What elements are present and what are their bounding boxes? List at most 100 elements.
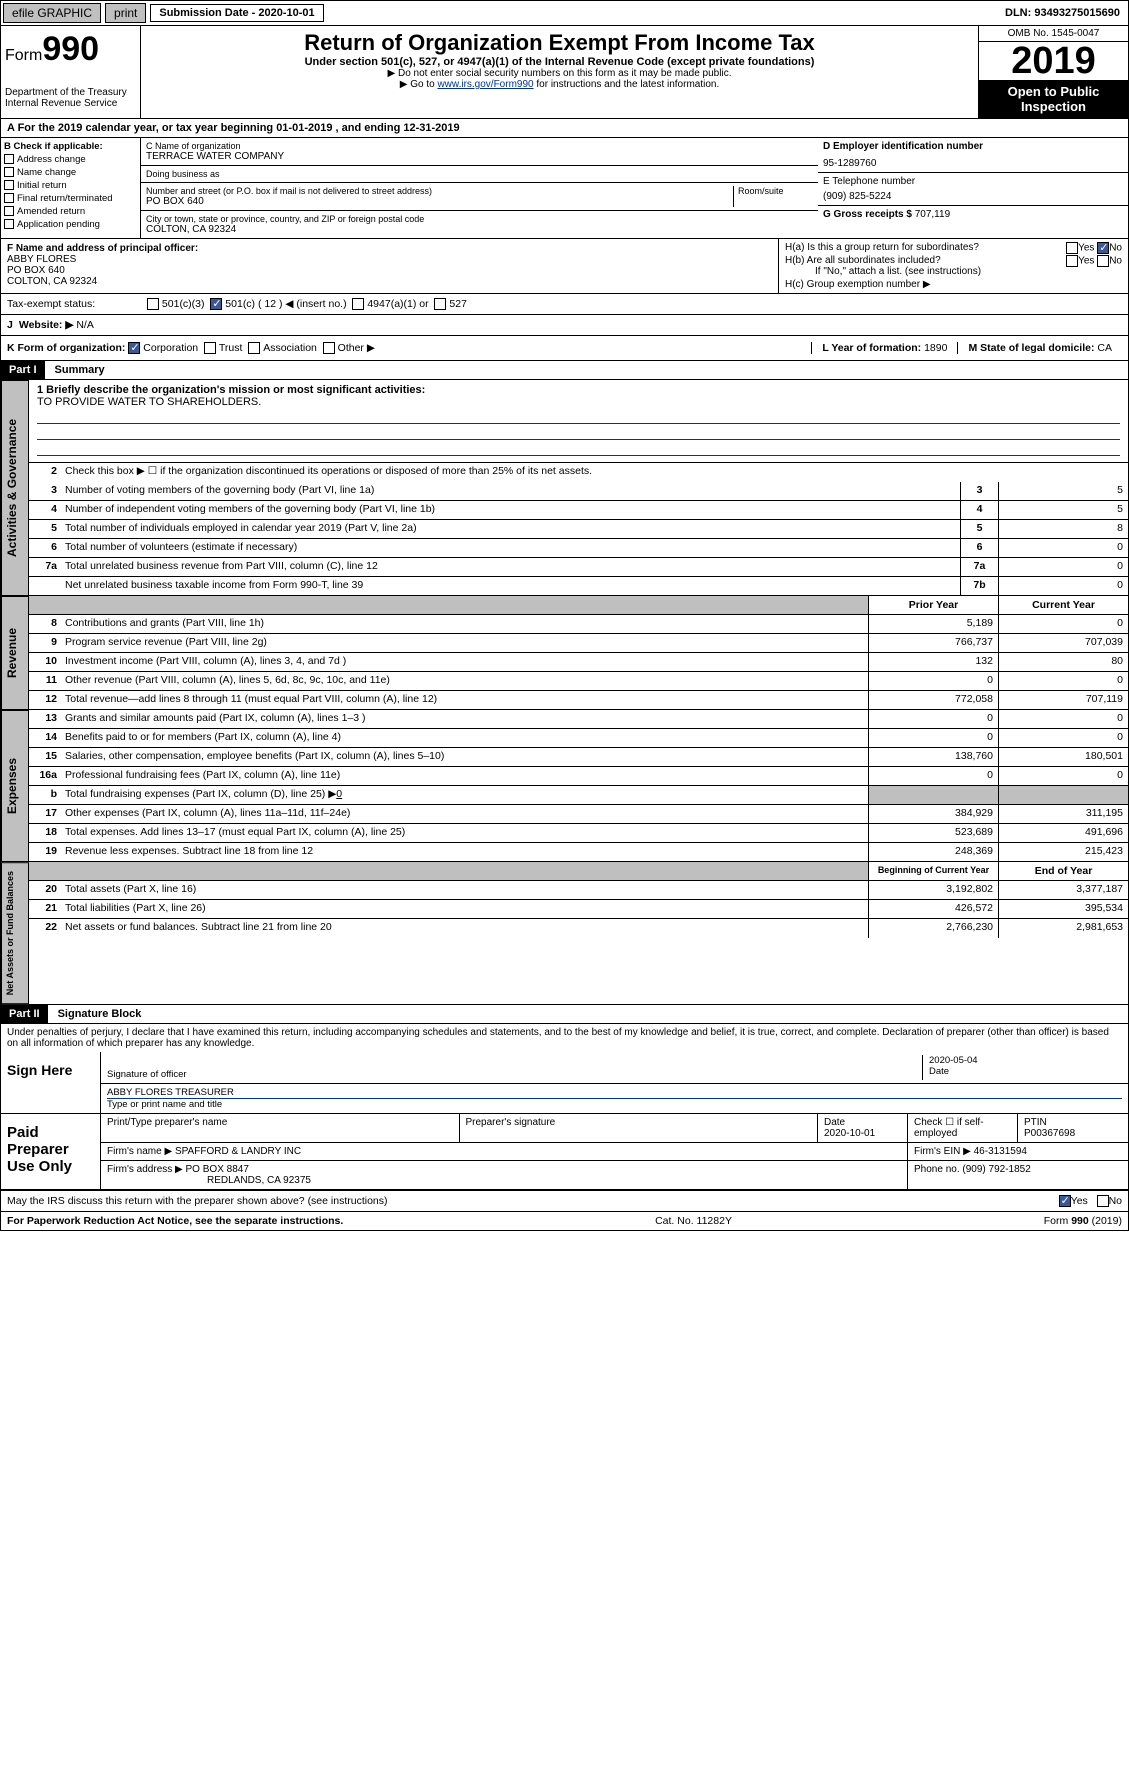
note2-pre: ▶ Go to	[400, 79, 438, 90]
vtab-activities: Activities & Governance	[1, 380, 29, 596]
discuss-row: May the IRS discuss this return with the…	[0, 1191, 1129, 1212]
l20-end: 3,377,187	[998, 881, 1128, 899]
org-name-label: C Name of organization	[146, 141, 813, 151]
l3-val: 5	[998, 482, 1128, 500]
state-domicile-label: M State of legal domicile:	[968, 342, 1094, 354]
paid-preparer-label: Paid Preparer Use Only	[1, 1114, 101, 1189]
checkbox-address-change[interactable]	[4, 154, 14, 164]
status-527-checkbox[interactable]	[434, 298, 446, 310]
l1-label: 1 Briefly describe the organization's mi…	[37, 384, 1120, 396]
h-block: H(a) Is this a group return for subordin…	[778, 239, 1128, 293]
checkbox-initial-return[interactable]	[4, 180, 14, 190]
period-row: A For the 2019 calendar year, or tax yea…	[0, 119, 1129, 138]
activities-section: Activities & Governance 1 Briefly descri…	[0, 380, 1129, 596]
l10-desc: Investment income (Part VIII, column (A)…	[61, 653, 868, 671]
phone-value: (909) 825-5224	[823, 191, 1123, 202]
chk-init-label: Initial return	[17, 180, 67, 191]
l7a-desc: Total unrelated business revenue from Pa…	[61, 558, 960, 576]
ein-value: 95-1289760	[823, 158, 1123, 169]
sig-name-label: Type or print name and title	[107, 1099, 1122, 1110]
sig-date: 2020-05-04	[929, 1055, 1122, 1066]
korg-corp-checkbox[interactable]	[128, 342, 140, 354]
sig-name: ABBY FLORES TREASURER	[107, 1087, 1122, 1099]
prep-phone: (909) 792-1852	[962, 1164, 1030, 1175]
chk-amend-label: Amended return	[17, 206, 85, 217]
print-button[interactable]: print	[105, 3, 146, 23]
l20-begin: 3,192,802	[868, 881, 998, 899]
footer-row: For Paperwork Reduction Act Notice, see …	[0, 1212, 1129, 1231]
checkbox-name-change[interactable]	[4, 167, 14, 177]
checkbox-amended[interactable]	[4, 206, 14, 216]
status-527: 527	[449, 298, 467, 310]
open-public-badge: Open to Public Inspection	[979, 80, 1128, 118]
dba-label: Doing business as	[146, 169, 813, 179]
l6-val: 0	[998, 539, 1128, 557]
name-address-block: C Name of organization TERRACE WATER COM…	[141, 138, 818, 238]
l3-desc: Number of voting members of the governin…	[61, 482, 960, 500]
korg-trust-checkbox[interactable]	[204, 342, 216, 354]
chk-final-label: Final return/terminated	[17, 193, 113, 204]
city-label: City or town, state or province, country…	[146, 214, 813, 224]
hb-yes-checkbox[interactable]	[1066, 255, 1078, 267]
note2-post: for instructions and the latest informat…	[534, 79, 720, 90]
status-label: Tax-exempt status:	[7, 298, 147, 310]
discuss-no: No	[1109, 1195, 1122, 1207]
status-c-checkbox[interactable]	[210, 298, 222, 310]
sig-officer-label: Signature of officer	[107, 1069, 922, 1080]
firm-name: SPAFFORD & LANDRY INC	[175, 1146, 301, 1157]
part1-title: Summary	[45, 364, 105, 376]
officer-block: F Name and address of principal officer:…	[1, 239, 778, 293]
ha-no: No	[1109, 243, 1122, 254]
l12-desc: Total revenue—add lines 8 through 11 (mu…	[61, 691, 868, 709]
firm-name-label: Firm's name ▶	[107, 1146, 172, 1157]
ha-yes-checkbox[interactable]	[1066, 242, 1078, 254]
prep-phone-label: Phone no.	[914, 1164, 960, 1175]
l9-desc: Program service revenue (Part VIII, line…	[61, 634, 868, 652]
efile-button[interactable]: efile GRAPHIC	[3, 3, 101, 23]
hb-no-checkbox[interactable]	[1097, 255, 1109, 267]
header-note2: ▶ Go to www.irs.gov/Form990 for instruct…	[145, 79, 974, 90]
status-4947-checkbox[interactable]	[352, 298, 364, 310]
website-value: N/A	[76, 319, 94, 331]
status-c3-checkbox[interactable]	[147, 298, 159, 310]
discuss-yes-checkbox[interactable]	[1059, 1195, 1071, 1207]
l11-curr: 0	[998, 672, 1128, 690]
part2-title: Signature Block	[48, 1008, 142, 1020]
l17-curr: 311,195	[998, 805, 1128, 823]
l16a-desc: Professional fundraising fees (Part IX, …	[61, 767, 868, 785]
irs-link[interactable]: www.irs.gov/Form990	[437, 79, 533, 90]
form-label-text: Form	[5, 47, 42, 64]
l1-text: TO PROVIDE WATER TO SHAREHOLDERS.	[37, 396, 1120, 408]
korg-trust: Trust	[219, 342, 243, 354]
l21-desc: Total liabilities (Part X, line 26)	[61, 900, 868, 918]
signature-block: Sign Here Signature of officer 2020-05-0…	[0, 1052, 1129, 1191]
hb-label: H(b) Are all subordinates included?	[785, 255, 941, 266]
year-formation: 1890	[924, 342, 947, 354]
korg-assoc-checkbox[interactable]	[248, 342, 260, 354]
korg-label: K Form of organization:	[7, 342, 125, 354]
revenue-section: Revenue Prior Year Current Year 8Contrib…	[0, 596, 1129, 710]
firm-ein-label: Firm's EIN ▶	[914, 1146, 971, 1157]
phone-label: E Telephone number	[823, 176, 1123, 187]
org-info-block: B Check if applicable: Address change Na…	[0, 138, 1129, 239]
l19-prior: 248,369	[868, 843, 998, 861]
checkbox-final-return[interactable]	[4, 193, 14, 203]
discuss-no-checkbox[interactable]	[1097, 1195, 1109, 1207]
hc-label: H(c) Group exemption number ▶	[785, 279, 1122, 290]
l8-curr: 0	[998, 615, 1128, 633]
l5-val: 8	[998, 520, 1128, 538]
footer-right: Form 990 (2019)	[1044, 1215, 1122, 1227]
hb-note: If "No," attach a list. (see instruction…	[815, 266, 1122, 277]
checkbox-app-pending[interactable]	[4, 219, 14, 229]
l16b-desc: Total fundraising expenses (Part IX, col…	[61, 786, 868, 804]
hb-no: No	[1109, 256, 1122, 267]
prep-date: 2020-10-01	[824, 1128, 901, 1139]
officer-label: F Name and address of principal officer:	[7, 243, 772, 254]
korg-other-checkbox[interactable]	[323, 342, 335, 354]
l11-prior: 0	[868, 672, 998, 690]
ha-no-checkbox[interactable]	[1097, 242, 1109, 254]
org-address: PO BOX 640	[146, 196, 733, 207]
gross-value: 707,119	[915, 209, 950, 220]
l2-desc: Check this box ▶ ☐ if the organization d…	[61, 463, 1128, 482]
l8-desc: Contributions and grants (Part VIII, lin…	[61, 615, 868, 633]
